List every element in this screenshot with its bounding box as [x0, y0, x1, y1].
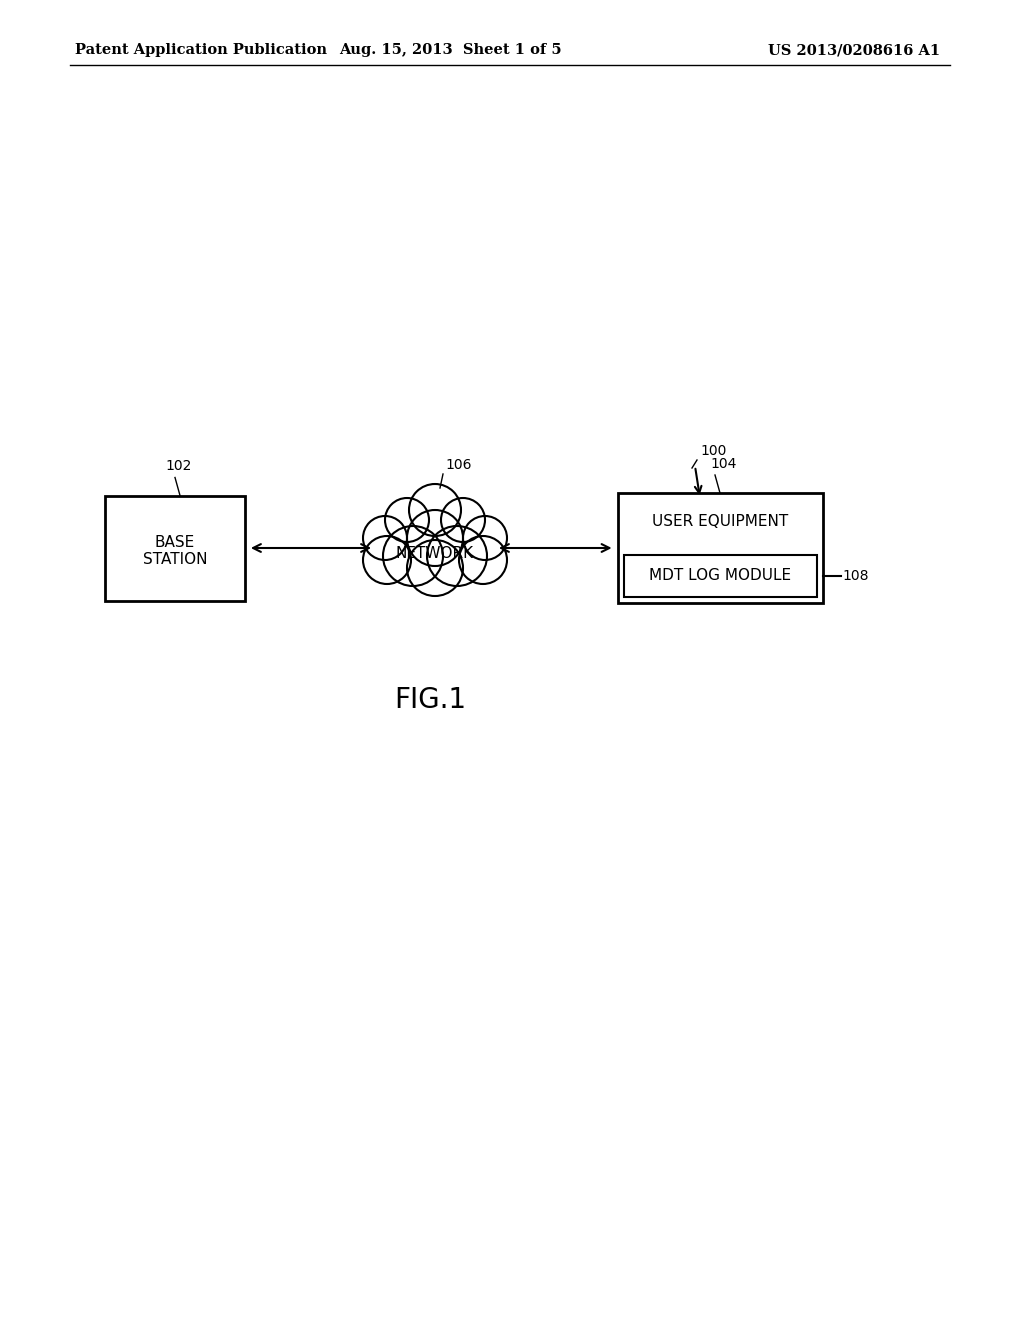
Bar	[617, 492, 822, 603]
Text: 102: 102	[165, 459, 191, 474]
Text: NETWORK: NETWORK	[396, 545, 474, 561]
Text: FIG.1: FIG.1	[394, 686, 466, 714]
Bar	[624, 554, 816, 597]
Text: USER EQUIPMENT: USER EQUIPMENT	[652, 513, 788, 528]
Text: BASE
STATION: BASE STATION	[142, 535, 207, 568]
Text: 106: 106	[445, 458, 471, 473]
Text: MDT LOG MODULE: MDT LOG MODULE	[649, 569, 792, 583]
Circle shape	[407, 510, 463, 566]
Circle shape	[441, 498, 485, 543]
Bar	[105, 495, 245, 601]
Circle shape	[427, 525, 487, 586]
Text: US 2013/0208616 A1: US 2013/0208616 A1	[768, 44, 940, 57]
Circle shape	[459, 536, 507, 583]
Circle shape	[409, 484, 461, 536]
Text: 108: 108	[843, 569, 869, 583]
Circle shape	[383, 525, 443, 586]
Text: 100: 100	[700, 444, 726, 458]
Circle shape	[463, 516, 507, 560]
Circle shape	[385, 498, 429, 543]
Text: 104: 104	[710, 457, 736, 471]
Text: Patent Application Publication: Patent Application Publication	[75, 44, 327, 57]
Circle shape	[407, 540, 463, 597]
Circle shape	[362, 516, 407, 560]
Text: Aug. 15, 2013  Sheet 1 of 5: Aug. 15, 2013 Sheet 1 of 5	[339, 44, 561, 57]
Circle shape	[362, 536, 411, 583]
